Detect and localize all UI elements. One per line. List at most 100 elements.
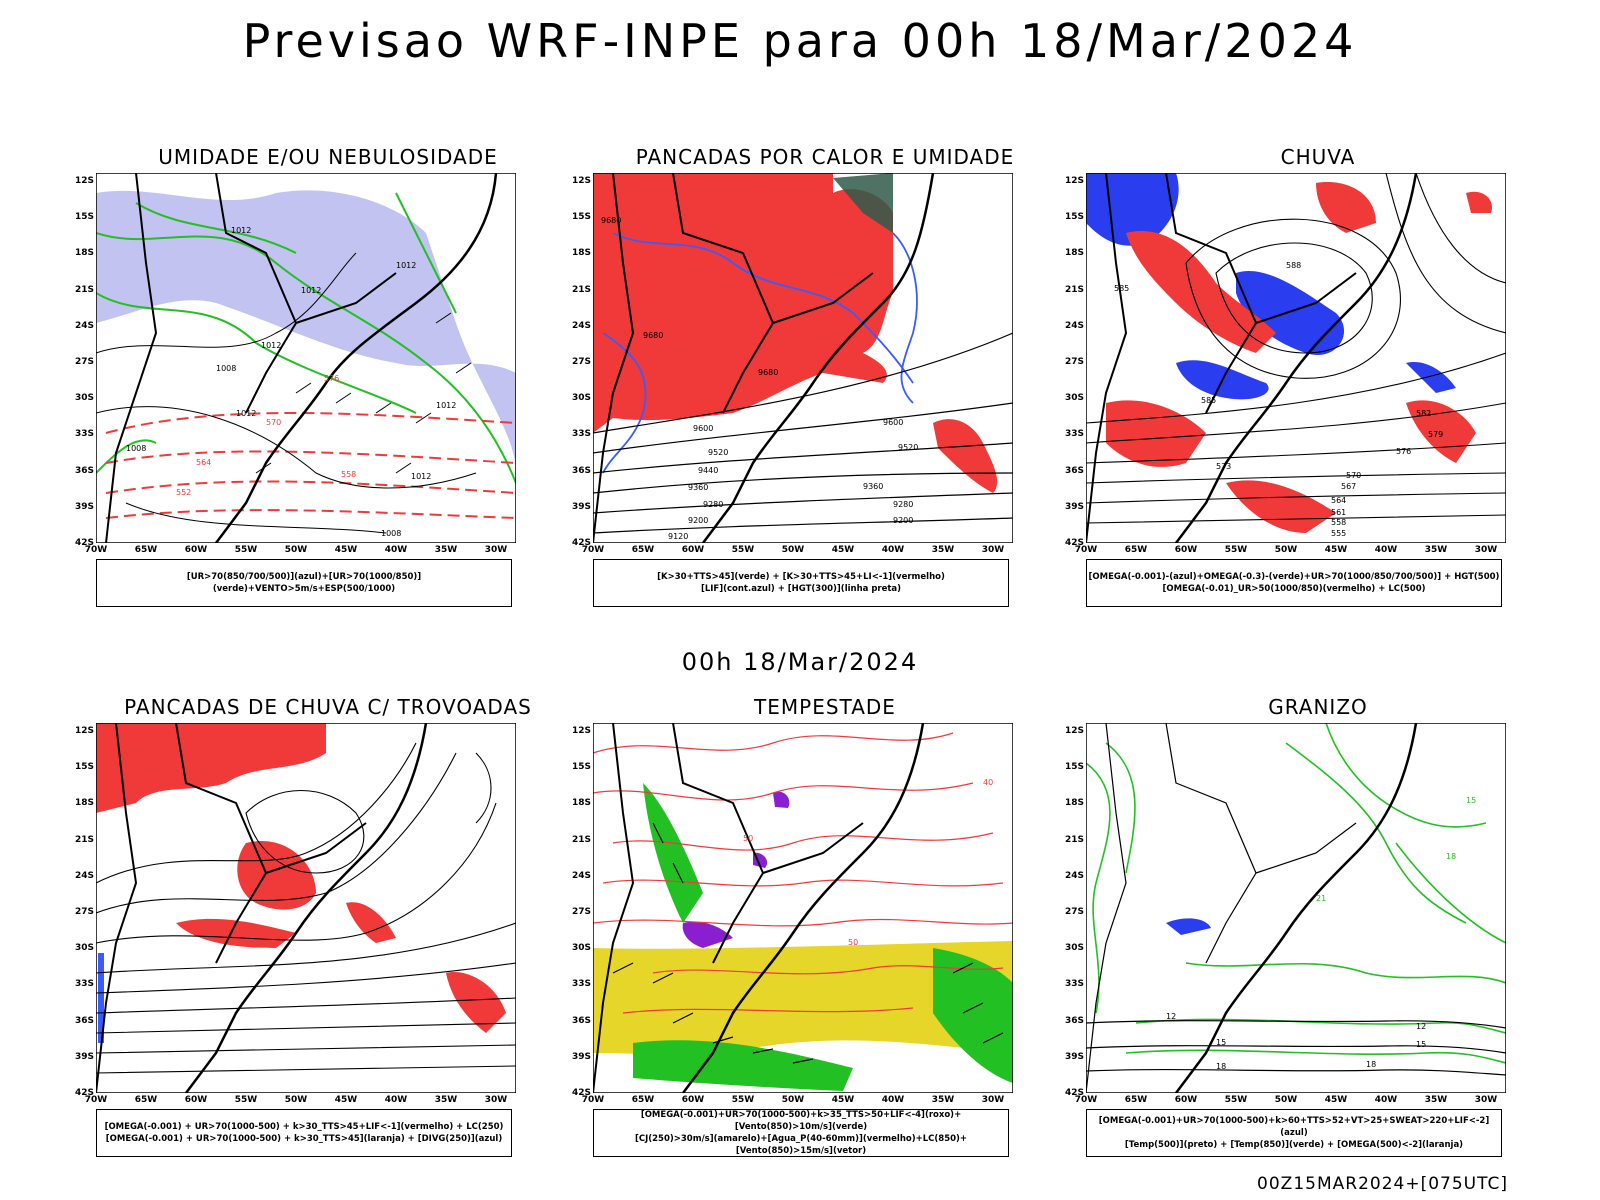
borders	[593, 173, 874, 543]
lat-tick-label: 30S	[1064, 943, 1084, 954]
contour-label: 1008	[381, 529, 401, 538]
lon-tick-label: 30W	[484, 545, 508, 555]
borders	[593, 723, 864, 1093]
contour-label: 561	[1331, 508, 1346, 517]
caption-line: [K>30+TTS>45](verde) + [K>30+TTS>45+LI<-…	[657, 572, 945, 582]
lat-tick-label: 42S	[74, 1088, 94, 1098]
lon-tick-label: 65W	[134, 545, 158, 555]
panel-pancadas-calor: PANCADAS POR CALOR E UMIDADE 12S 15S 18S 21…	[572, 145, 1075, 615]
lat-tick-label: 42S	[74, 538, 94, 548]
contour-label: 15	[1416, 1040, 1426, 1049]
lat-tick-label: 39S	[571, 501, 591, 512]
lon-tick-label: 35W	[434, 545, 458, 555]
contour-label: 576	[1396, 447, 1411, 456]
lat-tick-label: 27S	[571, 357, 591, 367]
map-area: 12S 15S 18S 21S 24S 27S 30S 33S 36S 39S 42S 9680 9…	[572, 173, 1013, 555]
contour-label: 1012	[236, 409, 256, 418]
lon-tick-label: 50W	[1274, 1095, 1298, 1105]
map-svg	[96, 723, 516, 1093]
contour-label: 1012	[231, 226, 251, 235]
contour-label: 558	[1331, 518, 1346, 527]
lat-tick-label: 36S	[1064, 465, 1084, 476]
panel-title: TEMPESTADE	[754, 695, 896, 719]
lon-tick-label: 40W	[1374, 1095, 1398, 1105]
humidity-blue-area	[96, 190, 516, 473]
contour-label: 579	[1428, 430, 1443, 439]
panel-caption: [OMEGA(-0.001)+UR>70(1000-500)+k>60+TTS>…	[1086, 1109, 1502, 1157]
humidity-green-lines	[96, 192, 516, 484]
lat-tick-label: 21S	[1064, 284, 1084, 295]
lat-tick-label: 30S	[74, 393, 94, 404]
caption-line: [OMEGA(-0.001)-(azul)+OMEGA(-0.3)-(verde…	[1088, 572, 1500, 582]
contour-label: 9440	[698, 466, 718, 475]
contour-label: 558	[341, 470, 356, 479]
contour-label: 585	[1114, 284, 1129, 293]
lon-tick-label: 60W	[681, 1095, 705, 1105]
contour-label: 582	[1416, 409, 1431, 418]
wind-vectors	[255, 312, 472, 474]
lon-tick-label: 40W	[384, 1095, 408, 1105]
lon-tick-label: 30W	[981, 545, 1005, 555]
contour-label: 1012	[411, 472, 431, 481]
lat-tick-label: 18S	[1064, 798, 1084, 809]
lon-tick-label: 50W	[781, 1095, 805, 1105]
lat-tick-label: 15S	[1064, 762, 1084, 773]
lon-tick-label: 50W	[1274, 545, 1298, 555]
contour-label: 567	[1341, 482, 1356, 491]
lat-tick-label: 12S	[571, 726, 591, 736]
contour-label: 588	[1286, 261, 1301, 270]
lon-tick-label: 45W	[831, 545, 855, 555]
contour-label: 552	[176, 488, 191, 497]
lon-tick-label: 35W	[1424, 1095, 1448, 1105]
lat-tick-label: 18S	[74, 798, 94, 809]
lon-tick-label: 65W	[1124, 545, 1148, 555]
convection-green-area	[833, 173, 893, 233]
coastline	[185, 723, 428, 1093]
lon-tick-label: 55W	[234, 1095, 258, 1105]
contour-label: 585	[1201, 396, 1216, 405]
lat-axis: 12S 15S 18S 21S 24S 27S 30S 33S 36S 39S 42S	[1064, 723, 1086, 1098]
panel-caption: [OMEGA(-0.001) + UR>70(1000-500) + k>30_…	[96, 1109, 512, 1157]
lon-tick-label: 45W	[334, 545, 358, 555]
lat-tick-label: 33S	[571, 979, 591, 990]
lon-tick-label: 65W	[631, 545, 655, 555]
contour-label: 15	[1466, 796, 1476, 805]
lon-axis: 70W 65W 60W 55W 50W 45W 40W 35W 30W	[1075, 1095, 1506, 1107]
lat-tick-label: 24S	[571, 870, 591, 881]
lifted-index-blue	[602, 232, 918, 474]
caption-line: [Temp(500)](preto) + [Temp(850)](verde) …	[1124, 1140, 1464, 1150]
panel-caption: [UR>70(850/700/500)](azul)+[UR>70(1000/8…	[96, 559, 512, 607]
lon-tick-label: 30W	[1474, 545, 1498, 555]
contour-label: 570	[266, 418, 281, 427]
lon-tick-label: 55W	[234, 545, 258, 555]
lon-tick-label: 60W	[1174, 545, 1198, 555]
contour-label: 9280	[703, 500, 723, 509]
temp850-green	[1086, 723, 1506, 1064]
lat-tick-label: 39S	[1064, 501, 1084, 512]
lon-tick-label: 35W	[931, 545, 955, 555]
lat-tick-label: 39S	[74, 501, 94, 512]
map-area: 12S 15S 18S 21S 24S 27S 30S 33S 36S 39S 42S 70W 65W…	[75, 723, 516, 1105]
lon-axis: 70W 65W 60W 55W 50W 45W 40W 35W 30W	[85, 1095, 516, 1107]
lat-tick-label: 30S	[74, 943, 94, 954]
map-svg: 588 585 585 582 579 576 573 570 567 564 …	[1086, 173, 1506, 543]
lat-axis: 12S 15S 18S 21S 24S 27S 30S 33S 36S 39S 42S	[571, 723, 593, 1098]
lon-axis: 70W 65W 60W 55W 50W 45W 40W 35W 30W	[582, 1095, 1013, 1107]
panel-caption: [K>30+TTS>45](verde) + [K>30+TTS>45+LI<-…	[593, 559, 1009, 607]
contour-label: 564	[196, 458, 211, 467]
lon-tick-label: 45W	[334, 1095, 358, 1105]
contour-label: 9360	[863, 482, 883, 491]
contour-label: 1012	[436, 401, 456, 410]
lon-tick-label: 70W	[581, 545, 605, 555]
caption-line: [UR>70(850/700/500)](azul)+[UR>70(1000/8…	[186, 572, 422, 594]
panel-title: PANCADAS POR CALOR E UMIDADE	[635, 145, 1015, 169]
map-area: 12S 15S 18S 21S 24S 27S 30S 33S 36S 39S 42S 588 58…	[1065, 173, 1506, 555]
lat-tick-label: 27S	[1064, 907, 1084, 917]
divergence-blue-area	[98, 953, 104, 1043]
lat-tick-label: 39S	[74, 1051, 94, 1062]
lat-tick-label: 12S	[1064, 726, 1084, 736]
page-title: Previsao WRF-INPE para 00h 18/Mar/2024	[242, 14, 1358, 68]
lat-tick-label: 24S	[74, 320, 94, 331]
lat-tick-label: 36S	[74, 1015, 94, 1026]
lat-tick-label: 42S	[1064, 538, 1084, 548]
